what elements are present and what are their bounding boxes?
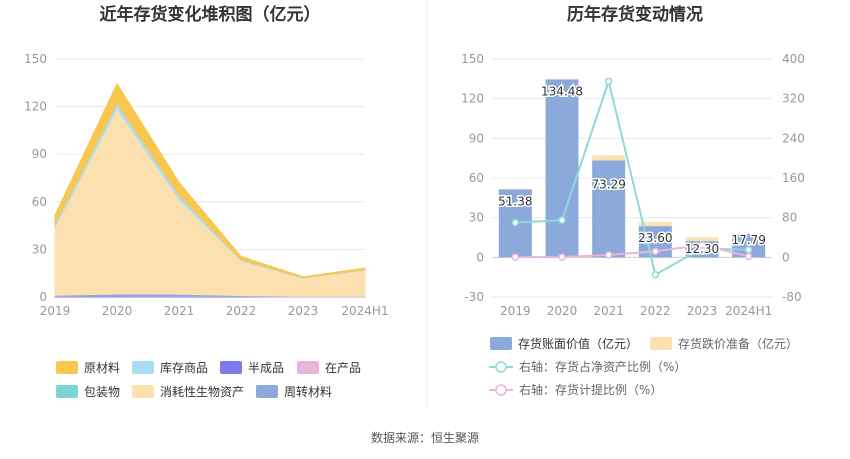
chart2-legend-label: 右轴：存货占净资产比例（%）	[519, 359, 686, 374]
chart2-data-labels: 51.38 134.48 73.29 23.60 12.30 17.79	[497, 83, 768, 258]
chart2-line-point	[744, 252, 753, 261]
chart2-y2-tick: 320	[782, 92, 805, 106]
chart2-y-tick: 60	[469, 171, 484, 185]
chart2-legend: 存货账面价值（亿元） 存货跌价准备（亿元） 右轴：存货占净资产比例（%） 右轴：存货计…	[489, 336, 798, 397]
chart2-y2-tick: 80	[782, 211, 797, 225]
chart1-legend-label: 消耗性生物资产	[160, 385, 244, 399]
chart2-y-axis-left: -30 0 30 60 90 120 150	[461, 52, 484, 304]
chart2-line-point	[651, 247, 660, 256]
chart2-x-axis: 2019 2020 2021 2022 2023 2024H1	[500, 304, 772, 318]
chart1-x-tick: 2019	[40, 304, 71, 318]
chart2-line-point	[604, 251, 613, 259]
chart2-bar-book-value	[732, 233, 766, 258]
chart1-legend-swatch	[256, 385, 278, 398]
chart2-x-tick: 2022	[640, 304, 671, 318]
chart2-legend-label: 存货跌价准备（亿元）	[678, 336, 798, 351]
chart1-legend-swatch	[132, 361, 154, 374]
chart1-y-tick: 150	[24, 52, 47, 66]
chart2-legend-label: 右轴：存货计提比例（%）	[519, 382, 662, 397]
chart1-y-tick: 60	[32, 195, 47, 209]
chart1-x-tick: 2024H1	[341, 304, 388, 318]
chart1-legend-label: 半成品	[248, 361, 284, 375]
chart1-legend-label: 周转材料	[284, 384, 332, 399]
chart2-y-axis-right: -80 0 80 160 240 320 400	[782, 52, 805, 304]
chart2-lines	[511, 77, 753, 279]
chart2-bar-provision	[685, 237, 719, 242]
chart2-title: 历年存货变动情况	[567, 4, 703, 25]
chart2-x-tick: 2021	[593, 304, 624, 318]
chart2-y-tick: 120	[461, 92, 484, 106]
chart2-line-point	[511, 218, 520, 227]
chart2-data-label: 17.79	[731, 233, 765, 247]
chart1-plot-area	[54, 82, 366, 298]
chart1-legend-label: 包装物	[84, 385, 120, 399]
chart2-line-point	[558, 253, 566, 261]
chart2-x-tick: 2023	[687, 304, 718, 318]
chart1-area-0	[54, 82, 366, 279]
chart1-legend-label: 原材料	[84, 361, 120, 375]
chart2-bar-provision	[638, 222, 672, 227]
chart2-y2-tick: 240	[782, 131, 805, 145]
chart2-data-label: 23.60	[638, 231, 672, 245]
chart1-y-tick: 30	[32, 242, 47, 256]
chart2-y-tick: 0	[476, 250, 484, 264]
chart1-title: 近年存货变化堆积图（亿元）	[100, 4, 321, 25]
chart1-legend-swatch	[220, 361, 242, 374]
chart2-bars	[498, 79, 766, 258]
chart2-bar-provision	[592, 155, 626, 161]
chart2-data-label: 134.48	[541, 85, 583, 99]
chart1-legend-swatch	[56, 385, 78, 398]
chart2-legend-label: 存货账面价值（亿元）	[518, 336, 638, 351]
chart2-x-tick: 2024H1	[725, 304, 772, 318]
chart2-line-point	[558, 216, 566, 224]
chart2-y-tick: -30	[464, 290, 484, 304]
chart2-line-point	[604, 77, 613, 86]
chart2-line-point	[651, 270, 660, 279]
chart2-data-label: 73.29	[591, 177, 625, 191]
chart2-line-3	[515, 243, 749, 259]
chart2-y2-tick: -80	[782, 290, 802, 304]
chart1-y-axis: 0 30 60 90 120 150	[24, 52, 47, 304]
chart1-x-tick: 2023	[288, 304, 319, 318]
chart2-line-point	[744, 246, 753, 254]
chart1-x-tick: 2020	[102, 304, 133, 318]
chart1-legend-swatch	[297, 361, 319, 374]
chart2-line-2	[515, 77, 749, 277]
chart2-bar-book-value	[545, 79, 579, 258]
chart2-y-tick: 30	[469, 211, 484, 225]
chart2-y2-tick: 160	[782, 171, 805, 185]
chart1-legend-label: 库存商品	[160, 360, 208, 375]
chart2-y-tick: 150	[461, 52, 484, 66]
chart1-y-tick: 90	[32, 147, 47, 161]
chart1-x-tick: 2021	[164, 304, 195, 318]
chart2-x-tick: 2020	[547, 304, 578, 318]
chart2-bar-provision	[732, 233, 766, 234]
chart2-bar-book-value	[592, 160, 626, 258]
chart1-x-axis: 2019 2020 2021 2022 2023 2024H1	[40, 304, 389, 318]
chart1-y-tick: 120	[24, 100, 47, 114]
source-note: 数据来源：恒生聚源	[371, 430, 479, 445]
chart2-data-label: 12.30	[685, 242, 719, 256]
chart2-data-label: 51.38	[498, 194, 532, 208]
chart2-legend-swatch	[650, 337, 672, 350]
chart1-legend-swatch	[56, 361, 78, 374]
chart2-legend-swatch	[490, 337, 512, 350]
chart1-y-tick: 0	[39, 290, 47, 304]
chart1-legend-swatch	[132, 385, 154, 398]
chart2-y2-tick: 400	[782, 52, 805, 66]
chart2-legend-marker	[495, 384, 507, 396]
chart2-y-tick: 90	[469, 131, 484, 145]
chart2-line-point	[698, 241, 706, 249]
chart1-legend-label: 在产品	[325, 361, 361, 375]
chart2-legend-marker	[495, 361, 507, 373]
chart2-x-tick: 2019	[500, 304, 531, 318]
chart2-line-point	[511, 253, 520, 261]
chart1-x-tick: 2022	[226, 304, 257, 318]
chart2-y2-tick: 0	[782, 250, 790, 264]
